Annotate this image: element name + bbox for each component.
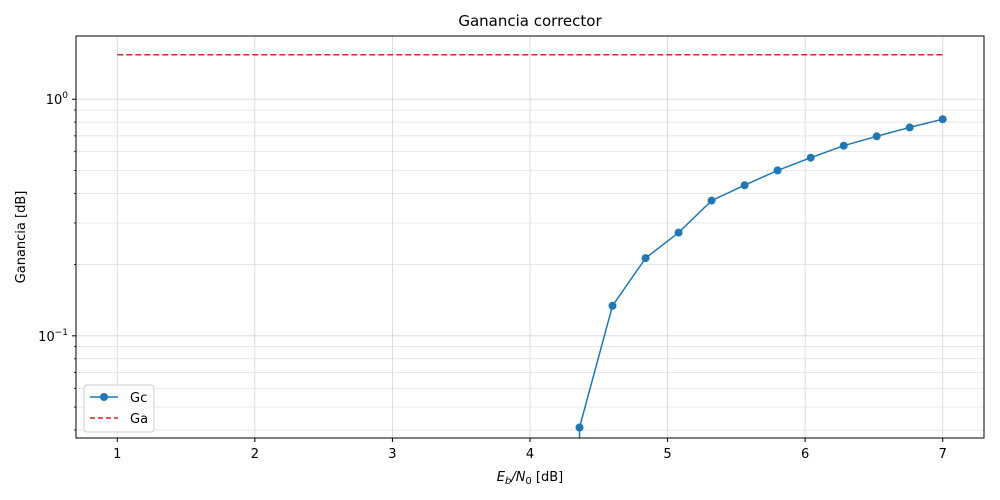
x-tick-label: 7: [939, 447, 947, 462]
x-label-unit: [dB]: [532, 470, 563, 485]
data-point-gc: [575, 423, 584, 432]
x-tick-label: 1: [113, 447, 121, 462]
legend-label-ga: Ga: [130, 412, 148, 427]
x-tick-label: 3: [388, 447, 396, 462]
x-label-n: /N: [510, 470, 525, 485]
x-tick-label: 5: [663, 447, 671, 462]
data-point-gc: [608, 301, 617, 310]
data-point-gc: [707, 196, 716, 205]
y-tick-base: 10: [46, 93, 63, 108]
legend-marker-gc: [100, 393, 108, 401]
y-axis-label: Ganancia [dB]: [14, 191, 29, 284]
data-point-gc: [839, 141, 848, 150]
y-tick-label: 10−1: [38, 328, 68, 345]
x-tick-label: 2: [251, 447, 259, 462]
y-tick-exponent: −1: [55, 328, 68, 338]
grid: [76, 36, 984, 438]
series-gc: [575, 115, 947, 438]
x-label-e: E: [497, 470, 506, 485]
y-tick-exponent: 0: [62, 91, 68, 101]
data-point-gc: [740, 181, 749, 190]
y-tick-base: 10: [38, 330, 55, 345]
x-tick-label: 6: [801, 447, 809, 462]
series-layer: [117, 54, 947, 438]
series-line-gc: [578, 118, 943, 428]
data-point-gc: [674, 228, 683, 237]
legend-label-gc: Gc: [130, 391, 147, 406]
data-point-gc: [872, 132, 881, 141]
x-axis-label: Eb/N0 [dB]: [497, 470, 564, 487]
data-point-gc: [938, 115, 947, 124]
data-point-gc: [806, 153, 815, 162]
y-tick-label: 100: [46, 91, 69, 108]
x-label-sub-0: 0: [525, 476, 531, 487]
legend: Gc Ga: [83, 384, 155, 433]
chart-title: Ganancia corrector: [458, 12, 602, 30]
data-point-gc: [773, 166, 782, 175]
x-tick-label: 4: [526, 447, 534, 462]
data-point-gc: [905, 123, 914, 132]
data-point-gc: [641, 254, 650, 263]
x-label-sub-b: b: [505, 476, 511, 487]
